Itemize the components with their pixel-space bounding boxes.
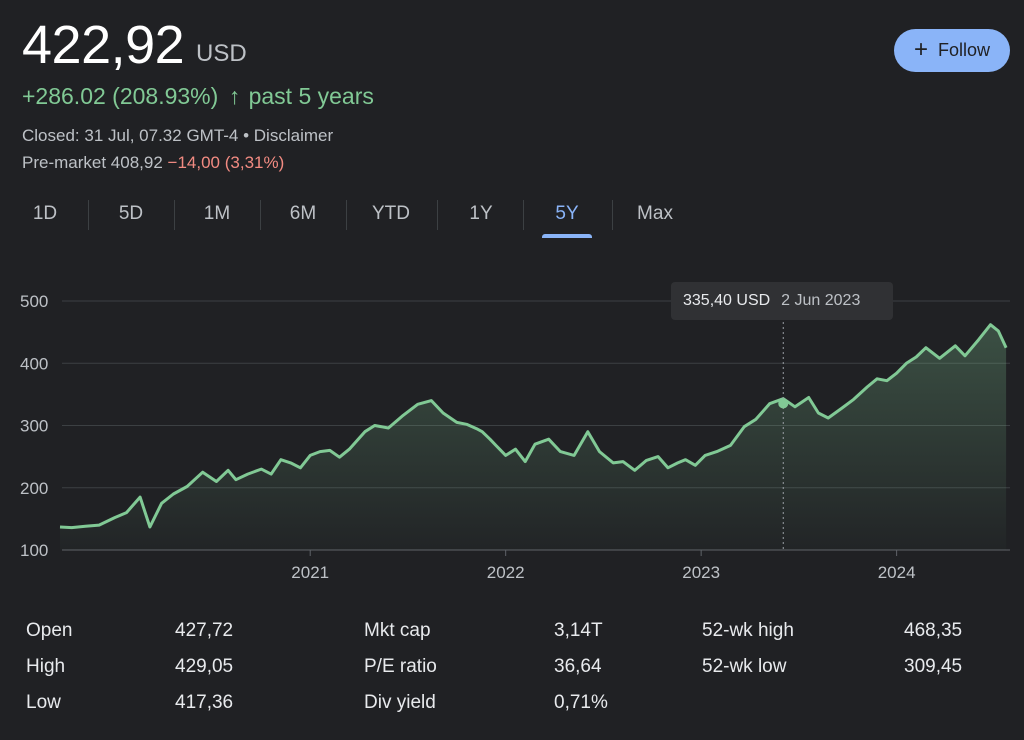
price: 422,92 [22, 15, 185, 75]
stat-value: 417,36 [175, 692, 234, 713]
tab-max[interactable]: Max [637, 203, 673, 224]
price-area [60, 324, 1007, 550]
stat-label: P/E ratio [364, 656, 437, 677]
tab-divider [88, 200, 89, 230]
follow-label: Follow [938, 40, 991, 60]
tab-1m[interactable]: 1M [203, 203, 231, 224]
plus-icon: + [913, 35, 928, 63]
tab-6m[interactable]: 6M [289, 203, 317, 224]
tab-divider [437, 200, 438, 230]
premarket-info: Pre-market 408,92 −14,00 (3,31%) [22, 153, 284, 173]
stat-label: Mkt cap [364, 620, 431, 641]
stat-value: 36,64 [554, 656, 602, 677]
tab-1y[interactable]: 1Y [469, 203, 493, 224]
tab-divider [174, 200, 175, 230]
premarket-price: Pre-market 408,92 [22, 153, 163, 172]
stat-value: 468,35 [904, 620, 963, 641]
tooltip-value: 335,40 USD [683, 292, 771, 309]
tooltip-date: 2 Jun 2023 [781, 292, 861, 309]
stat-value: 3,14T [554, 620, 603, 641]
follow-button[interactable]: + Follow [894, 29, 1010, 72]
currency-label: USD [196, 40, 247, 67]
stat-label: 52-wk high [702, 620, 794, 641]
stat-label: Div yield [364, 692, 436, 713]
y-tick-label: 200 [20, 479, 48, 498]
tab-divider [612, 200, 613, 230]
change-value: +286.02 (208.93%) [22, 83, 219, 109]
x-tick-label: 2022 [487, 563, 525, 582]
stat-value: 427,72 [175, 620, 234, 641]
stat-label: High [26, 656, 66, 677]
tab-divider [523, 200, 524, 230]
x-tick-label: 2024 [878, 563, 916, 582]
x-tick-label: 2021 [291, 563, 329, 582]
y-tick-label: 400 [20, 354, 48, 373]
change-period: past 5 years [248, 83, 374, 109]
stat-value: 0,71% [554, 692, 608, 713]
tab-divider [346, 200, 347, 230]
price-chart[interactable]: 100 200 300 400 500 2021 2022 2023 2024 [0, 270, 1024, 590]
x-tick-label: 2023 [682, 563, 720, 582]
stat-value: 309,45 [904, 656, 963, 677]
y-tick-label: 100 [20, 541, 48, 560]
tab-1d[interactable]: 1D [32, 203, 58, 224]
price-change: +286.02 (208.93%) ↑ past 5 years [22, 83, 374, 110]
tab-5y[interactable]: 5Y [542, 194, 592, 238]
tab-ytd[interactable]: YTD [372, 203, 410, 224]
chart-tooltip: 335,40 USD 2 Jun 2023 [671, 282, 893, 320]
premarket-change: −14,00 (3,31%) [167, 153, 285, 172]
tab-5d[interactable]: 5D [118, 203, 144, 224]
stat-value: 429,05 [175, 656, 234, 677]
range-tabs: 1D 5D 1M 6M YTD 1Y 5Y Max [0, 194, 700, 240]
y-tick-label: 300 [20, 417, 48, 436]
stat-label: Open [26, 620, 73, 641]
stat-label: Low [26, 692, 61, 713]
closed-info: Closed: 31 Jul, 07.32 GMT-4 • Disclaimer [22, 126, 334, 145]
stat-label: 52-wk low [702, 656, 787, 677]
arrow-up-icon: ↑ [228, 83, 241, 109]
price-line [59, 323, 1008, 530]
y-tick-label: 500 [20, 292, 48, 311]
hover-point [778, 398, 789, 409]
tab-divider [260, 200, 261, 230]
